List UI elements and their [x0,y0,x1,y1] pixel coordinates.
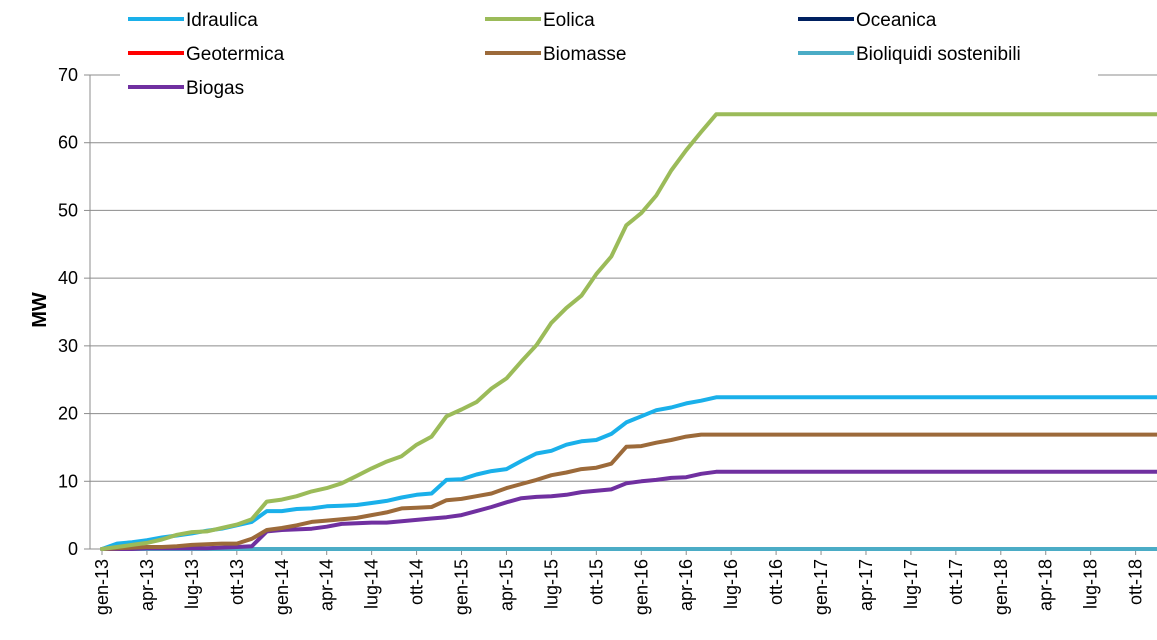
y-tick-label: 70 [58,65,78,85]
y-tick-label: 60 [58,133,78,153]
x-tick-label: gen-18 [991,559,1011,615]
legend-label-biogas: Biogas [186,78,244,99]
x-tick-label: gen-13 [92,559,112,615]
x-tick-label: apr-18 [1036,559,1056,611]
x-tick-label: lug-15 [541,559,561,609]
x-tick-label: gen-16 [631,559,651,615]
x-tick-label: apr-16 [676,559,696,611]
y-axis-title: MW [29,292,51,328]
x-tick-label: lug-13 [182,559,202,609]
x-tick-label: ott-17 [946,559,966,605]
series-line-idraulica [100,395,1157,551]
y-axis-ticks: 0 10 20 30 40 50 60 70 [58,65,90,559]
series-line-biomasse [100,432,1157,551]
x-axis-ticks: gen-13 apr-13 lug-13 ott-13 gen-14 apr-14 lug-… [92,549,1146,615]
y-tick-label: 20 [58,404,78,424]
x-tick-label: gen-15 [452,559,472,615]
x-tick-label: ott-16 [766,559,786,605]
x-tick-label: ott-15 [586,559,606,605]
x-axis [89,75,1157,550]
x-tick-label: apr-14 [317,559,337,611]
x-tick-label: lug-18 [1081,559,1101,609]
legend-background [120,0,1098,100]
x-tick-label: apr-13 [137,559,157,611]
legend-label-eolica: Eolica [543,10,595,31]
x-tick-label: gen-17 [811,559,831,615]
legend-label-biomasse: Biomasse [543,44,626,65]
x-tick-label: lug-17 [901,559,921,609]
x-tick-label: apr-17 [856,559,876,611]
x-tick-label: ott-14 [407,559,427,605]
x-tick-label: lug-14 [362,559,382,609]
legend: Idraulica Eolica Oceanica Geotermica Biomass… [128,10,1021,99]
y-tick-label: 30 [58,336,78,356]
x-tick-label: apr-15 [496,559,516,611]
gridlines [90,74,1157,482]
series-line-eolica [100,112,1157,551]
x-tick-label: gen-14 [272,559,292,615]
y-tick-label: 40 [58,268,78,288]
series-lines [100,112,1157,551]
x-tick-label: ott-18 [1126,559,1146,605]
x-tick-label: ott-13 [227,559,247,605]
y-tick-label: 10 [58,471,78,491]
legend-label-geotermica: Geotermica [186,44,285,65]
legend-label-idraulica: Idraulica [186,10,258,31]
y-tick-label: 0 [68,539,78,559]
x-tick-label: lug-16 [721,559,741,609]
legend-label-bioliquidi-sostenibili: Bioliquidi sostenibili [856,44,1021,65]
legend-label-oceanica: Oceanica [856,10,937,31]
y-tick-label: 50 [58,200,78,220]
